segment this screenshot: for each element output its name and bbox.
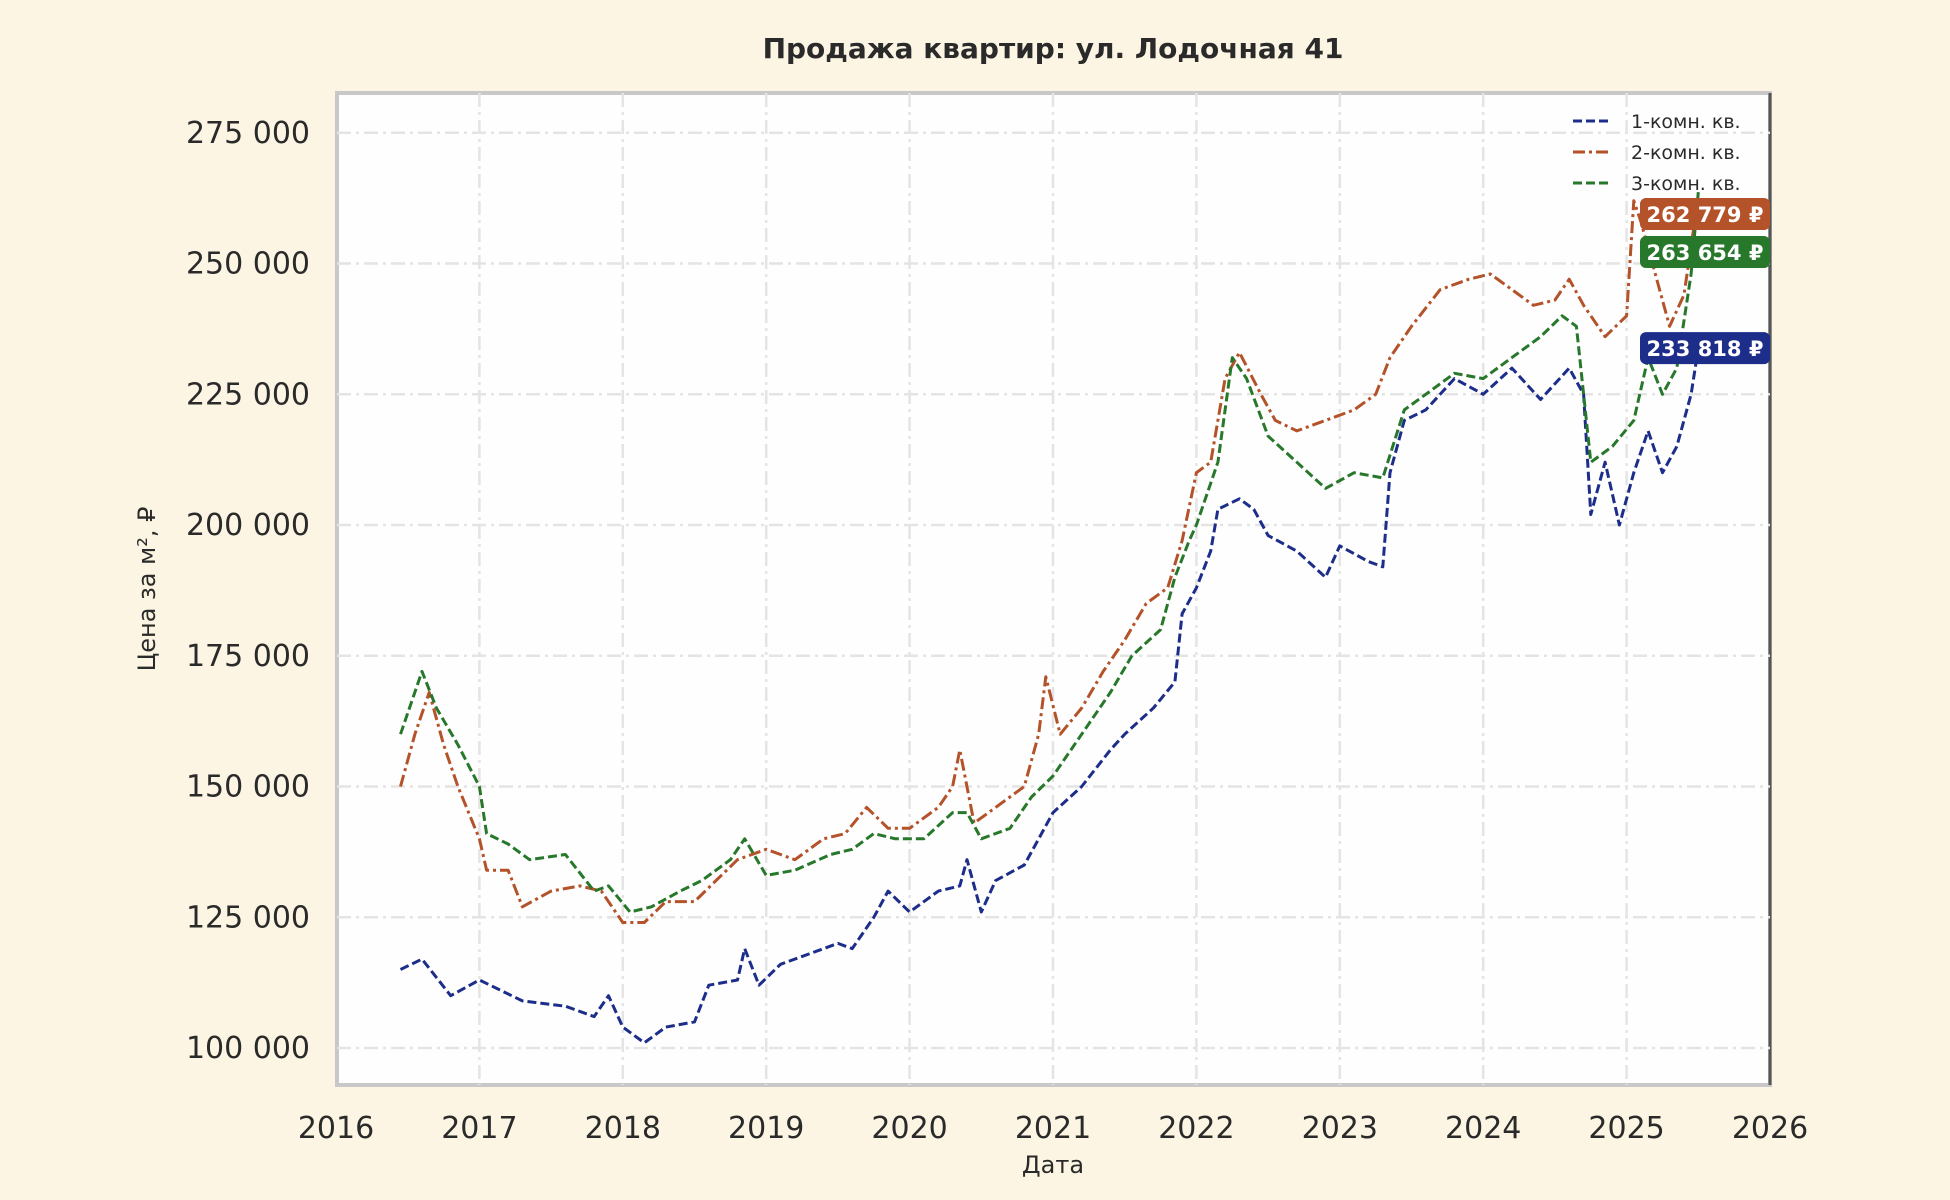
x-tick-label: 2020 bbox=[871, 1111, 947, 1146]
y-tick-label: 100 000 bbox=[186, 1031, 310, 1066]
y-tick-label: 125 000 bbox=[186, 900, 310, 935]
end-value-badge-2 bbox=[1640, 198, 1770, 230]
series-lines bbox=[399, 191, 1700, 1045]
end-value-badge-3 bbox=[1640, 236, 1770, 268]
x-tick-label: 2019 bbox=[728, 1111, 804, 1146]
legend-label-3: 3-комн. кв. bbox=[1631, 173, 1741, 195]
y-axis-ticks: 100 000 125 000 150 000 175 000 200 000 225 0… bbox=[186, 116, 310, 1066]
y-tick-label: 175 000 bbox=[186, 639, 310, 674]
legend-label-1: 1-комн. кв. bbox=[1631, 111, 1741, 133]
x-axis-ticks: 2016 2017 2018 2019 2020 2021 2022 2023 2024 2025… bbox=[298, 1111, 1808, 1146]
y-tick-label: 250 000 bbox=[186, 247, 310, 282]
x-axis-label: Дата bbox=[1022, 1151, 1084, 1179]
x-tick-label: 2023 bbox=[1302, 1111, 1378, 1146]
y-tick-label: 150 000 bbox=[186, 770, 310, 805]
x-tick-label: 2021 bbox=[1015, 1111, 1091, 1146]
end-value-label-3: 263 654 ₽ bbox=[1647, 241, 1764, 265]
series-line-3 bbox=[399, 191, 1700, 914]
series-line-1 bbox=[399, 347, 1700, 1045]
series-line-2 bbox=[399, 196, 1700, 924]
end-value-label-1: 233 818 ₽ bbox=[1647, 337, 1764, 361]
end-value-badge-1 bbox=[1640, 332, 1770, 365]
x-tick-label: 2016 bbox=[298, 1111, 374, 1146]
y-axis-label: Цена за м², ₽ bbox=[133, 507, 161, 672]
legend: 1-комн. кв. 2-комн. кв. 3-комн. кв. bbox=[1573, 111, 1741, 195]
x-tick-label: 2018 bbox=[585, 1111, 661, 1146]
end-value-label-2: 262 779 ₽ bbox=[1647, 203, 1764, 227]
x-tick-label: 2022 bbox=[1158, 1111, 1234, 1146]
grid bbox=[337, 93, 1770, 1085]
y-tick-label: 275 000 bbox=[186, 116, 310, 151]
end-value-labels: 262 779 ₽ 263 654 ₽ 233 818 ₽ bbox=[1640, 198, 1770, 365]
x-tick-label: 2017 bbox=[441, 1111, 517, 1146]
x-tick-label: 2024 bbox=[1445, 1111, 1521, 1146]
x-tick-label: 2025 bbox=[1588, 1111, 1664, 1146]
legend-label-2: 2-комн. кв. bbox=[1631, 142, 1741, 164]
chart-title: Продажа квартир: ул. Лодочная 41 bbox=[763, 32, 1344, 65]
y-tick-label: 225 000 bbox=[186, 377, 310, 412]
x-tick-label: 2026 bbox=[1732, 1111, 1808, 1146]
y-tick-label: 200 000 bbox=[186, 508, 310, 543]
